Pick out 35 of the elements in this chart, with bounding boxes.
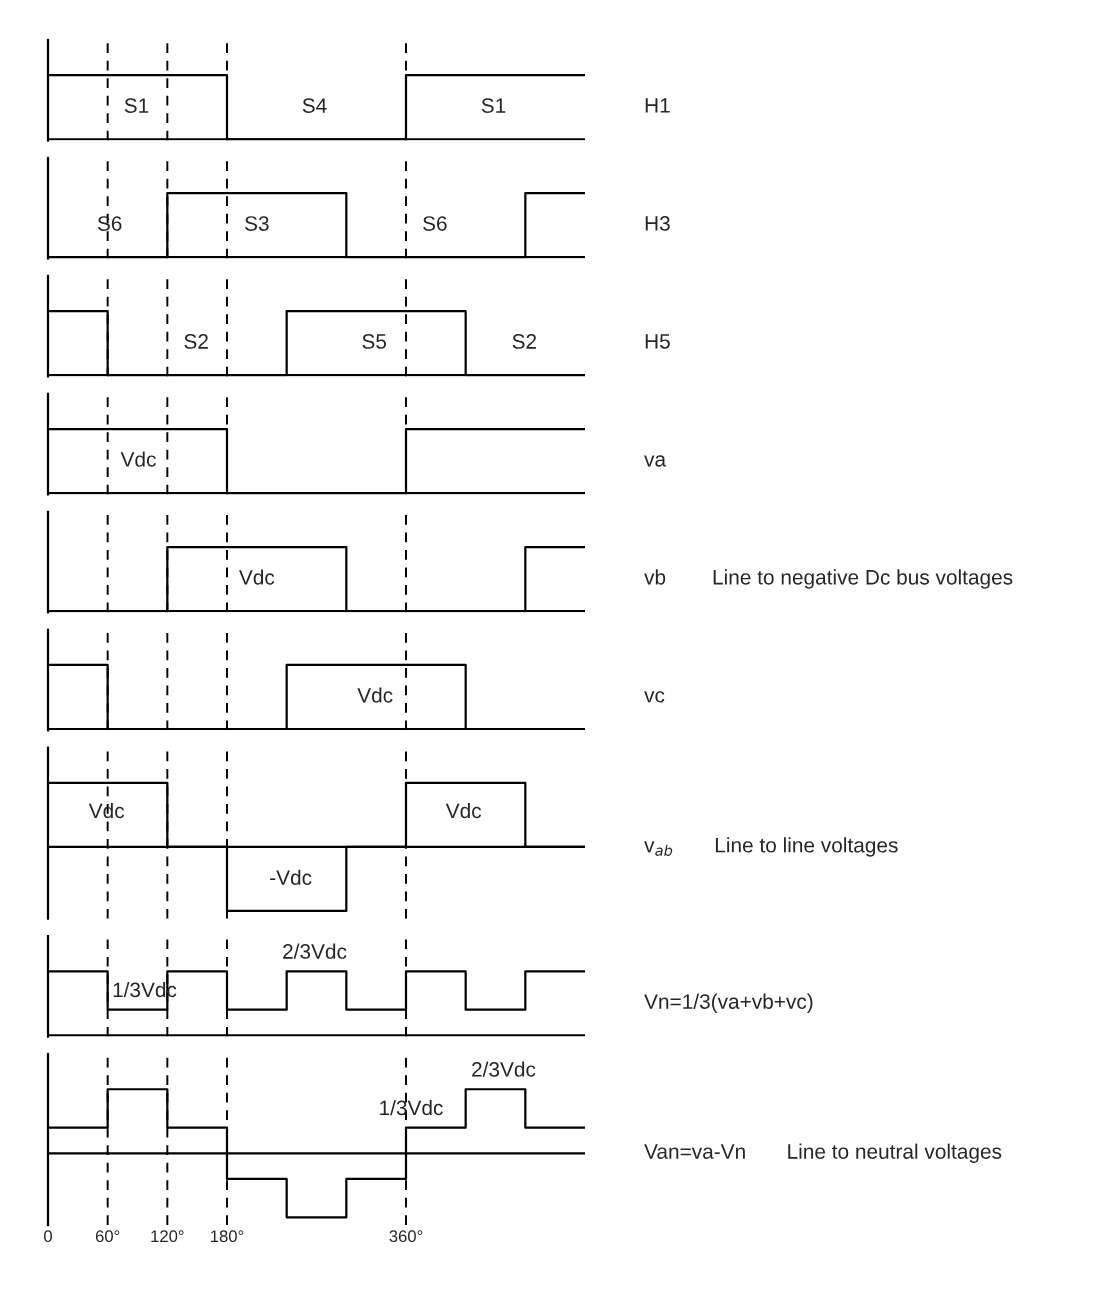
annotation: S5	[362, 334, 387, 349]
annotation: S4	[302, 98, 327, 113]
annotation: Vdc	[88, 802, 125, 819]
annotation: 2/3Vdc	[283, 943, 347, 959]
annotation: Vdc	[445, 802, 482, 819]
annotation: S6	[423, 216, 447, 231]
text: v$_{ab}$	[644, 841, 673, 856]
text: H3	[645, 216, 670, 231]
annotation: S6	[97, 216, 122, 231]
annotation: Vdc	[357, 687, 393, 703]
annotation: S1	[124, 98, 149, 113]
annotation: -Vdc	[270, 869, 312, 885]
text: vb	[644, 569, 666, 585]
x-tick-label: 0	[44, 1230, 52, 1243]
annotation: S3	[245, 216, 269, 231]
text: H5	[645, 334, 670, 349]
x-tick-label: 120°	[151, 1230, 184, 1243]
text: Vn=1/3(va+vb+vc)	[644, 993, 813, 1014]
annotation: S1	[481, 98, 506, 113]
annotation: 1/3Vdc	[380, 1099, 443, 1116]
text: Line to line voltages	[715, 837, 898, 857]
annotation: Vdc	[120, 451, 156, 467]
text: vc	[644, 691, 665, 703]
text: va	[644, 455, 667, 467]
text: Line to negative Dc bus voltages	[713, 569, 1013, 589]
text: H1	[645, 98, 670, 113]
x-tick-label: 180°	[211, 1230, 244, 1243]
text: Van=va-Vn	[644, 1144, 745, 1159]
text: Line to neutral voltages	[788, 1143, 1002, 1163]
annotation: Vdc	[238, 569, 275, 585]
annotation: 2/3Vdc	[472, 1061, 536, 1077]
x-tick-label: 360°	[389, 1230, 423, 1243]
x-tick-label: 60°	[95, 1230, 120, 1243]
annotation: S2	[512, 334, 537, 349]
annotation: S2	[184, 334, 208, 349]
